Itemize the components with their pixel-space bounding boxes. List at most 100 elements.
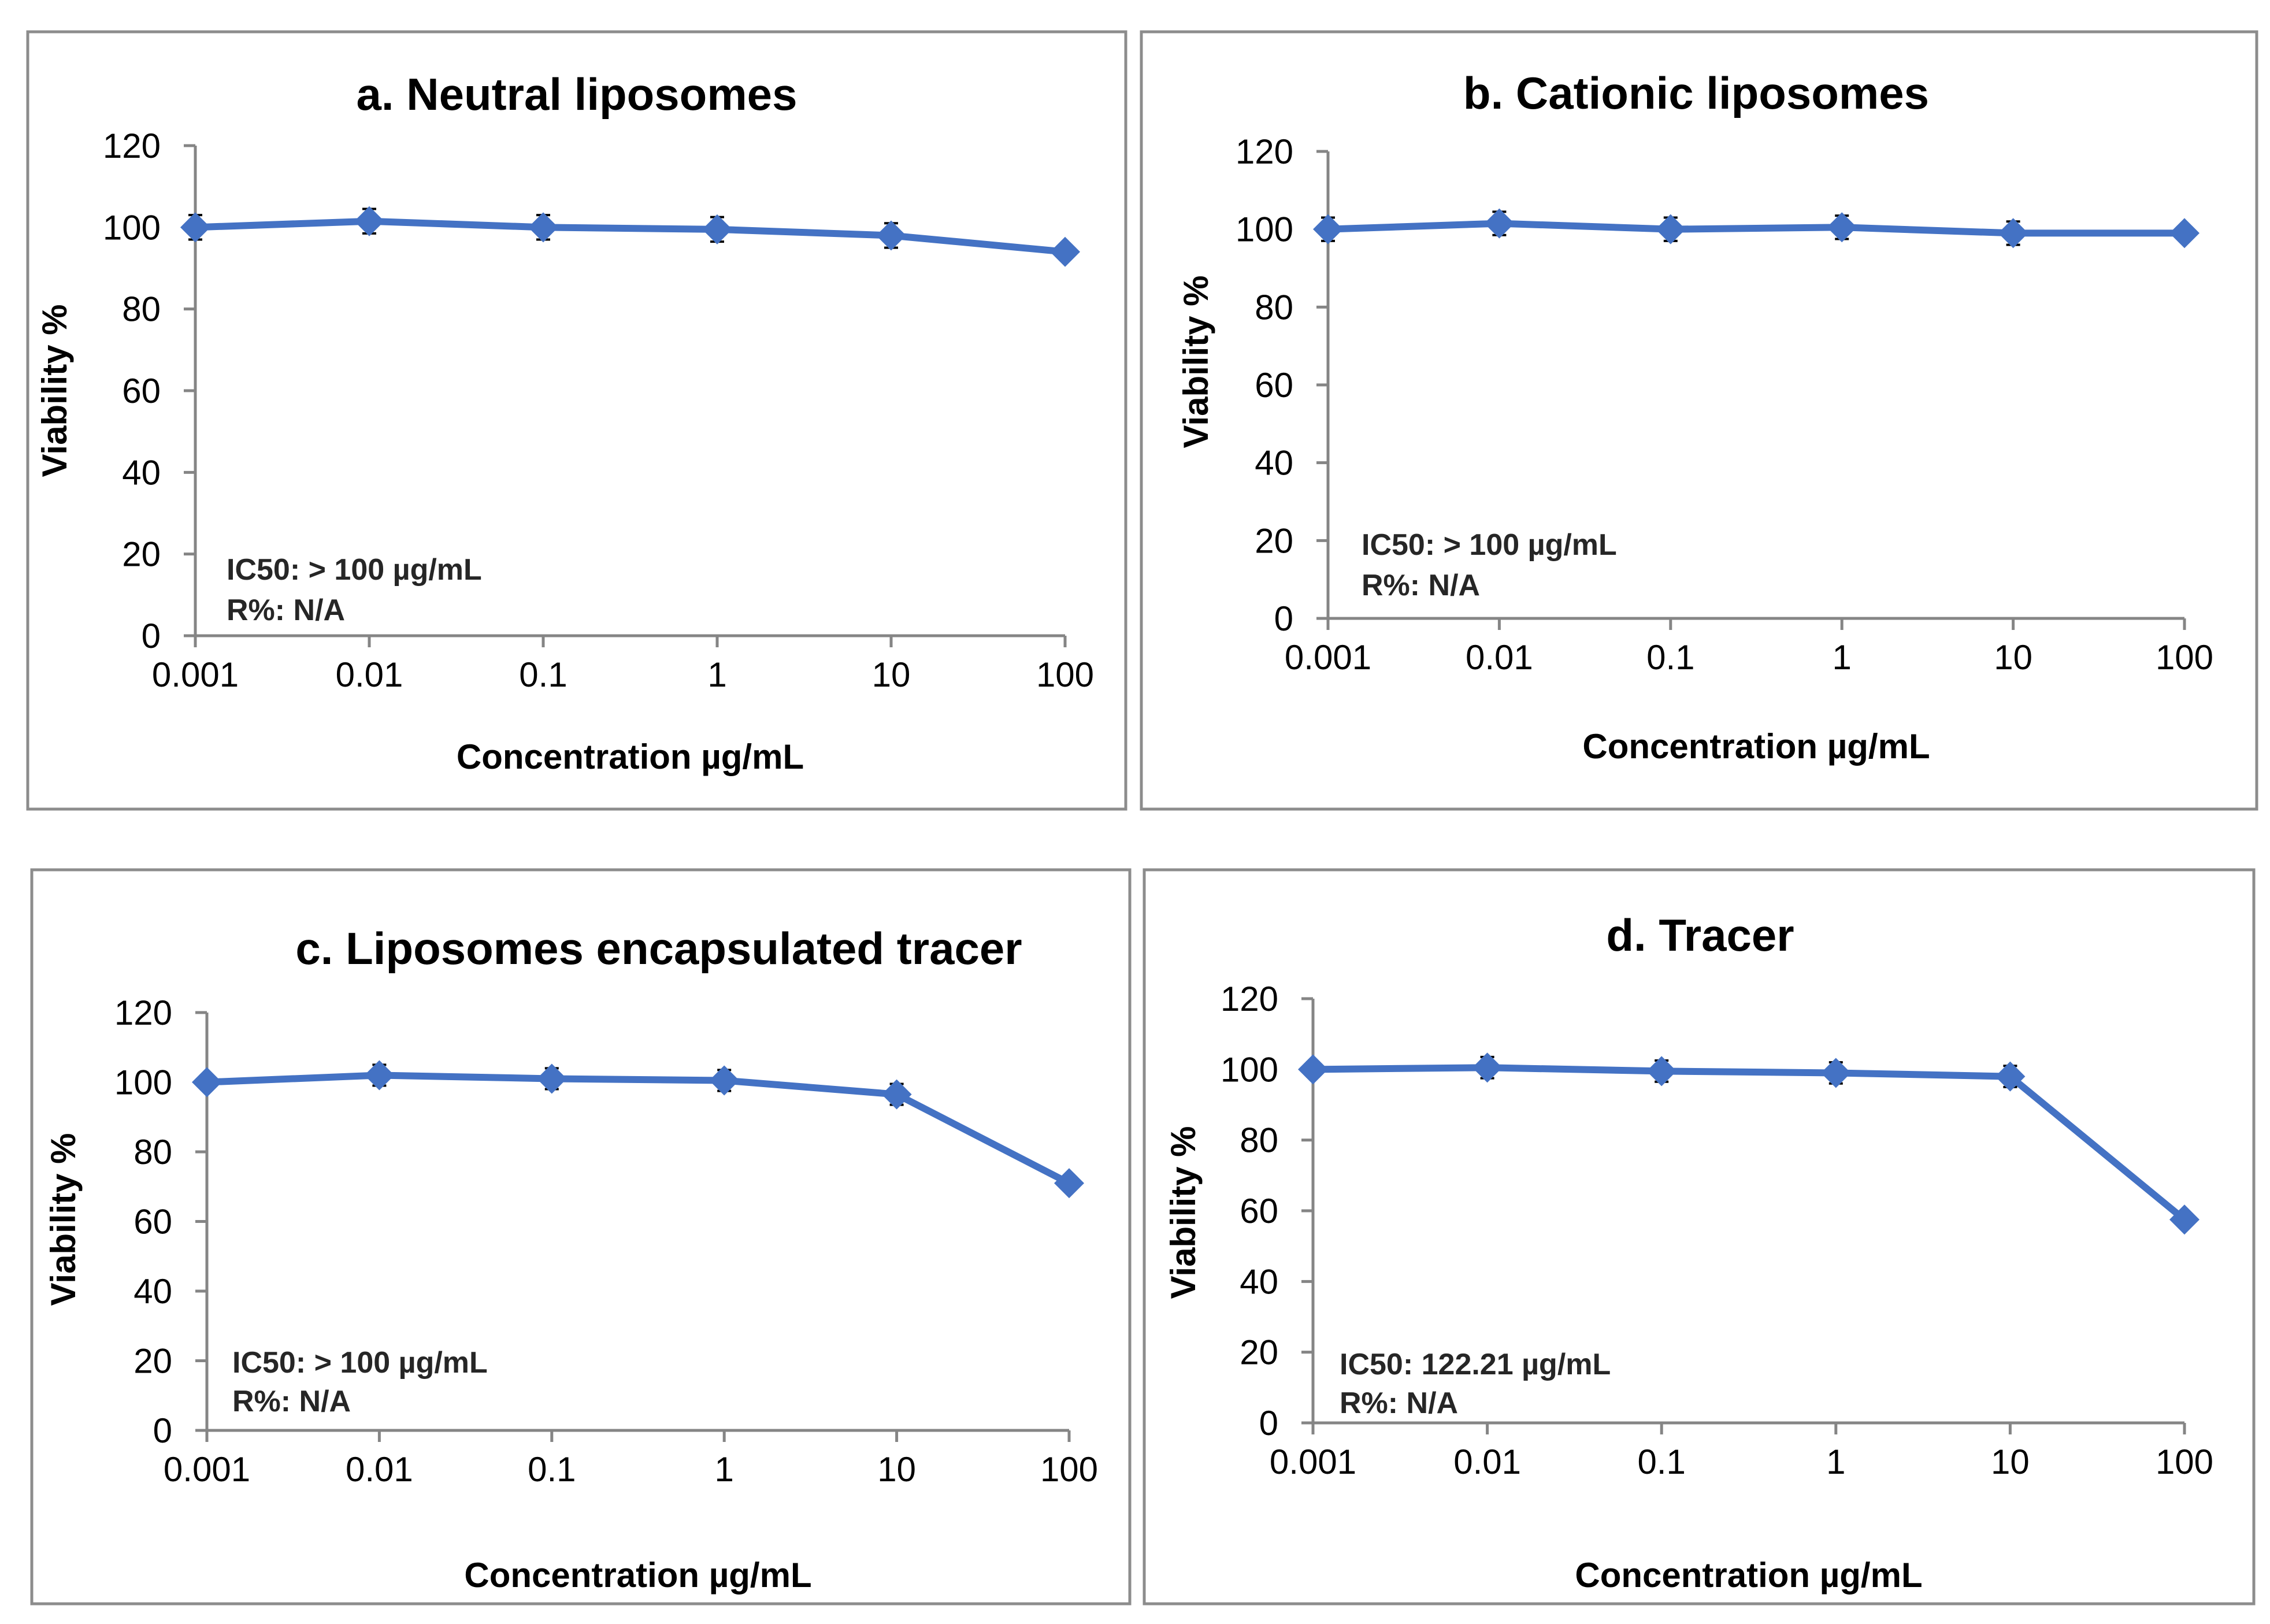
- x-tick-label: 10: [872, 655, 911, 694]
- data-point-marker: [1050, 236, 1080, 267]
- y-tick-label: 120: [1236, 132, 1293, 171]
- data-point-marker: [1995, 1061, 2026, 1092]
- x-tick-label: 0.001: [1285, 638, 1371, 677]
- data-point-marker: [881, 1079, 912, 1110]
- x-tick-label: 1: [1833, 638, 1852, 677]
- y-tick-label: 80: [1255, 288, 1293, 327]
- chart-title: b. Cationic liposomes: [1463, 68, 1929, 118]
- x-axis-title: Concentration µg/mL: [1575, 1556, 1922, 1595]
- data-point-marker: [1646, 1056, 1677, 1087]
- y-tick-label: 20: [122, 535, 161, 574]
- y-tick-label: 60: [1255, 366, 1293, 405]
- y-tick-label: 100: [103, 208, 161, 247]
- data-point-marker: [1313, 214, 1343, 244]
- r-percent-annotation: R%: N/A: [1340, 1386, 1458, 1420]
- y-tick-label: 80: [122, 290, 161, 329]
- y-tick-label: 0: [1274, 599, 1293, 638]
- x-tick-label: 100: [1036, 655, 1094, 694]
- y-tick-label: 40: [133, 1272, 172, 1311]
- x-tick-label: 0.01: [336, 655, 403, 694]
- y-axis-title: Viability %: [1164, 1126, 1203, 1299]
- r-percent-annotation: R%: N/A: [1362, 569, 1480, 602]
- data-point-marker: [536, 1063, 567, 1094]
- data-point-marker: [1298, 1054, 1328, 1085]
- x-tick-label: 100: [1040, 1450, 1098, 1489]
- chart-frame: [1143, 868, 2256, 1606]
- x-tick-label: 10: [1994, 638, 2032, 677]
- data-point-marker: [1820, 1058, 1851, 1088]
- y-tick-label: 0: [153, 1411, 172, 1450]
- data-point-marker: [364, 1060, 395, 1091]
- x-tick-label: 0.001: [1270, 1443, 1356, 1481]
- data-point-marker: [1827, 212, 1857, 243]
- data-point-marker: [1472, 1052, 1503, 1083]
- y-tick-label: 100: [114, 1063, 172, 1102]
- ic50-annotation: IC50: > 100 µg/mL: [1362, 528, 1617, 562]
- y-tick-label: 40: [122, 453, 161, 492]
- x-tick-label: 0.1: [519, 655, 567, 694]
- data-point-marker: [180, 212, 210, 243]
- y-tick-label: 40: [1255, 444, 1293, 483]
- x-tick-label: 0.01: [1466, 638, 1533, 677]
- series-line: [1325, 220, 2188, 237]
- data-point-marker: [709, 1065, 740, 1096]
- x-axis-title: Concentration µg/mL: [1582, 727, 1930, 766]
- x-tick-label: 0.1: [1646, 638, 1694, 677]
- panel-c: c. Liposomes encapsulated tracer 0 20 40 60 8…: [30, 868, 1132, 1606]
- y-tick-label: 120: [1221, 980, 1278, 1018]
- data-point-marker: [1998, 218, 2028, 249]
- chart-frame: [26, 30, 1127, 811]
- data-point-marker: [2169, 218, 2199, 249]
- y-tick-label: 0: [142, 617, 161, 655]
- y-tick-label: 100: [1221, 1050, 1278, 1089]
- panel-d: d. Tracer 0 20 40 60 80 100 120 0.001 0.01 0.1 1 10 1…: [1143, 868, 2256, 1606]
- x-tick-label: 100: [2156, 1443, 2213, 1481]
- y-tick-label: 60: [133, 1203, 172, 1241]
- data-point-marker: [1054, 1168, 1084, 1199]
- ic50-annotation: IC50: 122.21 µg/mL: [1340, 1348, 1611, 1381]
- x-tick-label: 100: [2156, 638, 2213, 677]
- series-line: [192, 217, 1069, 255]
- x-tick-label: 0.001: [164, 1450, 250, 1489]
- x-tick-label: 10: [877, 1450, 916, 1489]
- y-tick-label: 120: [103, 127, 161, 165]
- y-tick-label: 60: [122, 372, 161, 410]
- ic50-annotation: IC50: > 100 µg/mL: [227, 553, 482, 587]
- x-tick-label: 0.01: [1453, 1443, 1521, 1481]
- chart-title: c. Liposomes encapsulated tracer: [295, 923, 1022, 974]
- y-tick-label: 120: [114, 993, 172, 1032]
- x-tick-label: 0.1: [528, 1450, 576, 1489]
- r-percent-annotation: R%: N/A: [232, 1385, 351, 1418]
- chart-frame: [1140, 30, 2258, 811]
- y-tick-label: 60: [1240, 1192, 1278, 1230]
- y-axis-title: Viability %: [44, 1133, 83, 1306]
- x-tick-label: 10: [1991, 1443, 2030, 1481]
- y-tick-label: 20: [133, 1342, 172, 1381]
- x-tick-label: 0.1: [1637, 1443, 1685, 1481]
- y-axis-title: Viability %: [1177, 275, 1215, 448]
- y-tick-label: 20: [1240, 1333, 1278, 1372]
- panel-a: a. Neutral liposomes 0 20 40 60 80 100 120 0.001…: [26, 30, 1127, 811]
- x-tick-label: 1: [1826, 1443, 1845, 1481]
- panel-b: b. Cationic liposomes 0 20 40 60 80 100 120 0.00…: [1140, 30, 2258, 811]
- x-axis-title: Concentration µg/mL: [464, 1556, 811, 1595]
- series-line: [203, 1071, 1073, 1187]
- data-point-marker: [354, 206, 384, 236]
- data-point-marker: [192, 1067, 222, 1098]
- x-tick-label: 1: [707, 655, 726, 694]
- x-tick-label: 1: [715, 1450, 734, 1489]
- ic50-annotation: IC50: > 100 µg/mL: [232, 1346, 488, 1380]
- y-axis-title: Viability %: [35, 304, 74, 477]
- data-point-marker: [2169, 1204, 2199, 1235]
- data-point-marker: [1655, 214, 1686, 244]
- y-tick-label: 20: [1255, 521, 1293, 560]
- y-tick-label: 0: [1259, 1404, 1278, 1443]
- chart-frame: [30, 868, 1132, 1606]
- x-tick-label: 0.001: [152, 655, 239, 694]
- y-tick-label: 40: [1240, 1262, 1278, 1301]
- data-point-marker: [528, 212, 558, 243]
- x-tick-label: 0.01: [346, 1450, 413, 1489]
- chart-title: d. Tracer: [1606, 910, 1794, 961]
- chart-title: a. Neutral liposomes: [357, 69, 798, 120]
